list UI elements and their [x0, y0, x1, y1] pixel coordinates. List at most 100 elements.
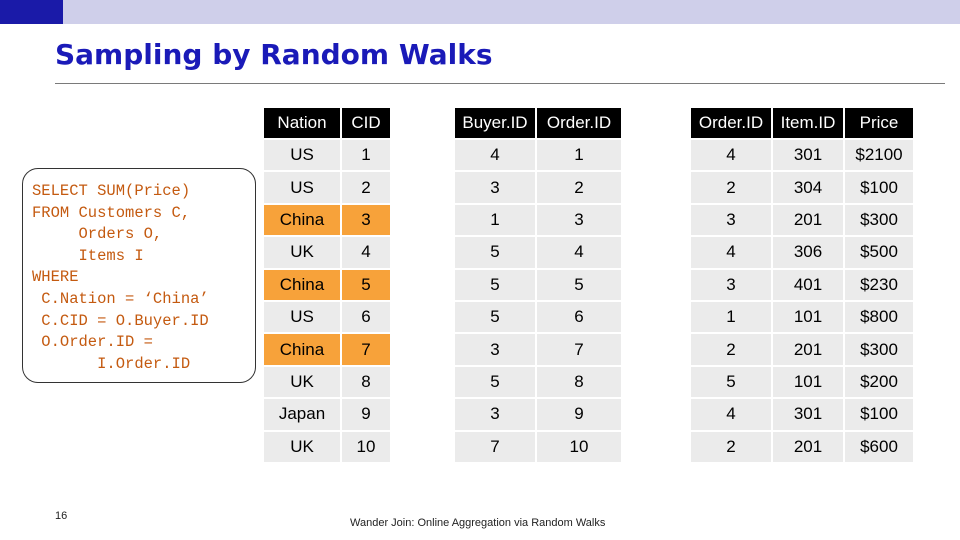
table-cell: 3 [691, 267, 773, 300]
table-cell: 101 [773, 299, 845, 333]
table-cell: 10 [342, 429, 390, 462]
table-cell: $100 [845, 170, 913, 203]
footer-text: Wander Join: Online Aggregation via Rand… [350, 517, 606, 529]
table-cell: $300 [845, 332, 913, 365]
header-band [63, 0, 960, 24]
table-row: China 7 [264, 332, 390, 365]
table-cell: 2 [691, 332, 773, 365]
table-row: China 3 [264, 202, 390, 236]
title-divider [55, 83, 945, 84]
table-row: Japan 9 [264, 397, 390, 430]
sql-line: Items I [32, 246, 144, 265]
table-cell: 4 [455, 138, 537, 171]
table-cell: 7 [455, 429, 537, 462]
table-cell: China [264, 202, 342, 236]
table-cell: 9 [342, 397, 390, 430]
table-row: US 1 [264, 138, 390, 171]
table-row: 2 304 $100 [691, 170, 913, 203]
slide-title: Sampling by Random Walks [55, 38, 493, 71]
table-cell: UK [264, 235, 342, 268]
table-cell: 201 [773, 332, 845, 365]
page-number: 16 [55, 510, 68, 522]
table-cell: 3 [691, 202, 773, 236]
table-cell: UK [264, 364, 342, 398]
table-row: 2 201 $600 [691, 429, 913, 462]
table-cell: $230 [845, 267, 913, 300]
table-cell: US [264, 170, 342, 203]
table-row: 7 10 [455, 429, 621, 462]
table-cell: 5 [455, 364, 537, 398]
table-cell: US [264, 138, 342, 171]
table-cell: 7 [537, 332, 621, 365]
header-accent-block [0, 0, 63, 24]
table-cell: 5 [537, 267, 621, 300]
table-cell: 5 [455, 235, 537, 268]
table-row: 4 301 $100 [691, 397, 913, 430]
column-header: Order.ID [537, 108, 621, 138]
table-cell: 5 [342, 267, 390, 300]
table-cell: 1 [537, 138, 621, 171]
table-row: UK 10 [264, 429, 390, 462]
column-header: Buyer.ID [455, 108, 537, 138]
column-header: Price [845, 108, 913, 138]
table-cell: $200 [845, 364, 913, 398]
table-cell: 6 [537, 299, 621, 333]
table-cell: 1 [455, 202, 537, 236]
table-row: 1 101 $800 [691, 299, 913, 333]
table-cell: 4 [691, 397, 773, 430]
table-cell: 4 [691, 235, 773, 268]
sql-line: Orders O, [32, 225, 163, 244]
column-header: Nation [264, 108, 342, 138]
table-cell: 101 [773, 364, 845, 398]
table-cell: 201 [773, 429, 845, 462]
table-row: China 5 [264, 267, 390, 300]
table-cell: 2 [691, 429, 773, 462]
table-cell: $500 [845, 235, 913, 268]
table-cell: 401 [773, 267, 845, 300]
table-row: 3 201 $300 [691, 202, 913, 236]
table-cell: 3 [537, 202, 621, 236]
table-cell: 201 [773, 202, 845, 236]
table-row: US 2 [264, 170, 390, 203]
table-cell: 304 [773, 170, 845, 203]
table-cell: 4 [691, 138, 773, 171]
table-row: 5 101 $200 [691, 364, 913, 398]
table-cell: China [264, 332, 342, 365]
sql-line: I.Order.ID [32, 354, 191, 373]
column-header: CID [342, 108, 390, 138]
table-cell: 9 [537, 397, 621, 430]
sql-line: FROM Customers C, [32, 203, 191, 222]
table-cell: 5 [455, 299, 537, 333]
table-cell: China [264, 267, 342, 300]
table-row: US 6 [264, 299, 390, 333]
sql-query-text: SELECT SUM(Price) FROM Customers C, Orde… [32, 181, 209, 375]
table-cell: 1 [691, 299, 773, 333]
table-cell: 8 [537, 364, 621, 398]
table-cell: 2 [537, 170, 621, 203]
column-header: Item.ID [773, 108, 845, 138]
sql-line: SELECT SUM(Price) [32, 182, 191, 200]
table-cell: $800 [845, 299, 913, 333]
table-cell: 4 [342, 235, 390, 268]
table-cell: UK [264, 429, 342, 462]
sql-line: C.CID = O.Buyer.ID [32, 311, 209, 330]
table-cell: 4 [537, 235, 621, 268]
table-row: UK 8 [264, 364, 390, 398]
table-cell: $100 [845, 397, 913, 430]
items-table: Order.ID Item.ID Price 4 301 $2100 2 304 $100 3 20… [691, 108, 913, 462]
table-cell: 3 [455, 397, 537, 430]
table-cell: 2 [691, 170, 773, 203]
table-cell: $300 [845, 202, 913, 236]
table-cell: 301 [773, 138, 845, 171]
table-cell: $600 [845, 429, 913, 462]
table-row: 4 301 $2100 [691, 138, 913, 171]
